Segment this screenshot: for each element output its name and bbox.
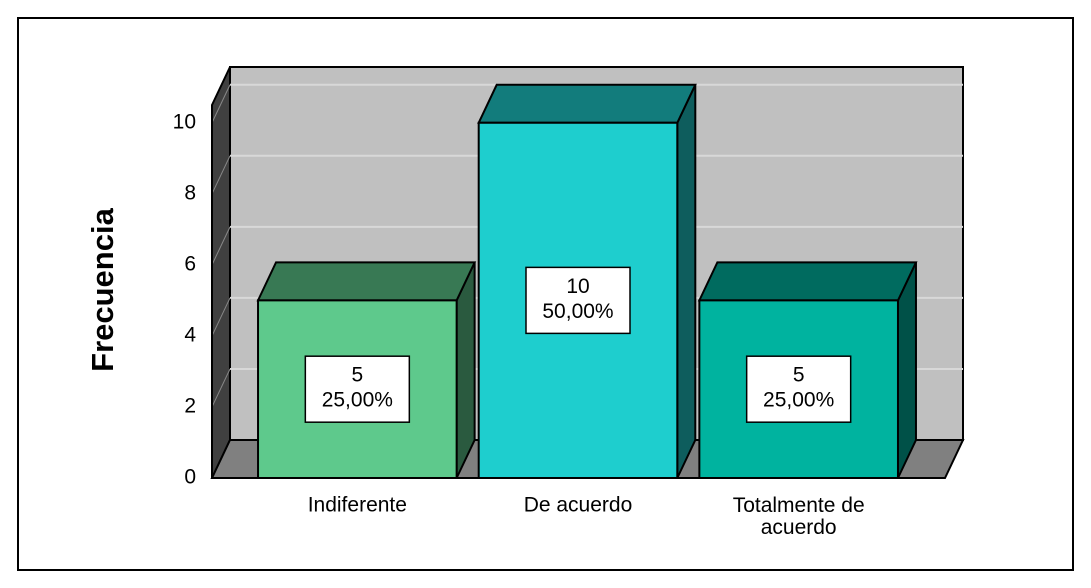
- y-tick-label: 0: [184, 466, 196, 489]
- grid-line-side: [211, 226, 231, 266]
- value-label: 5: [351, 364, 363, 387]
- grid-line-side: [211, 155, 231, 195]
- bar: [477, 83, 697, 479]
- left-wall: [211, 66, 231, 479]
- y-tick-label: 6: [184, 252, 196, 275]
- grid-line-side: [211, 84, 231, 123]
- x-tick-label: Totalmente de acuerdo: [733, 494, 865, 539]
- x-tick-line: Totalmente de: [733, 494, 865, 517]
- x-tick-label: Indiferente: [308, 494, 407, 517]
- y-tick-label: 10: [173, 110, 196, 133]
- bar-top: [477, 83, 697, 124]
- percent-label: 25,00%: [322, 389, 393, 412]
- label-box: [745, 355, 852, 423]
- grid-line-side: [211, 368, 231, 408]
- label-box: [525, 266, 631, 335]
- bar-top: [256, 261, 477, 302]
- bar-top: [697, 261, 918, 302]
- y-axis-label: Frecuencia: [85, 207, 120, 371]
- value-label: 10: [566, 275, 589, 298]
- bar-side: [676, 84, 697, 479]
- y-tick-label: 4: [184, 323, 196, 346]
- grid-line-side: [211, 297, 231, 337]
- label-box: [304, 355, 411, 423]
- x-tick-label: De acuerdo: [524, 494, 633, 517]
- x-tick-line: acuerdo: [761, 516, 837, 539]
- y-tick-label: 2: [184, 394, 196, 417]
- percent-label: 25,00%: [763, 389, 834, 412]
- y-tick-label: 8: [184, 181, 196, 204]
- percent-label: 50,00%: [542, 300, 613, 323]
- value-label: 5: [793, 364, 805, 387]
